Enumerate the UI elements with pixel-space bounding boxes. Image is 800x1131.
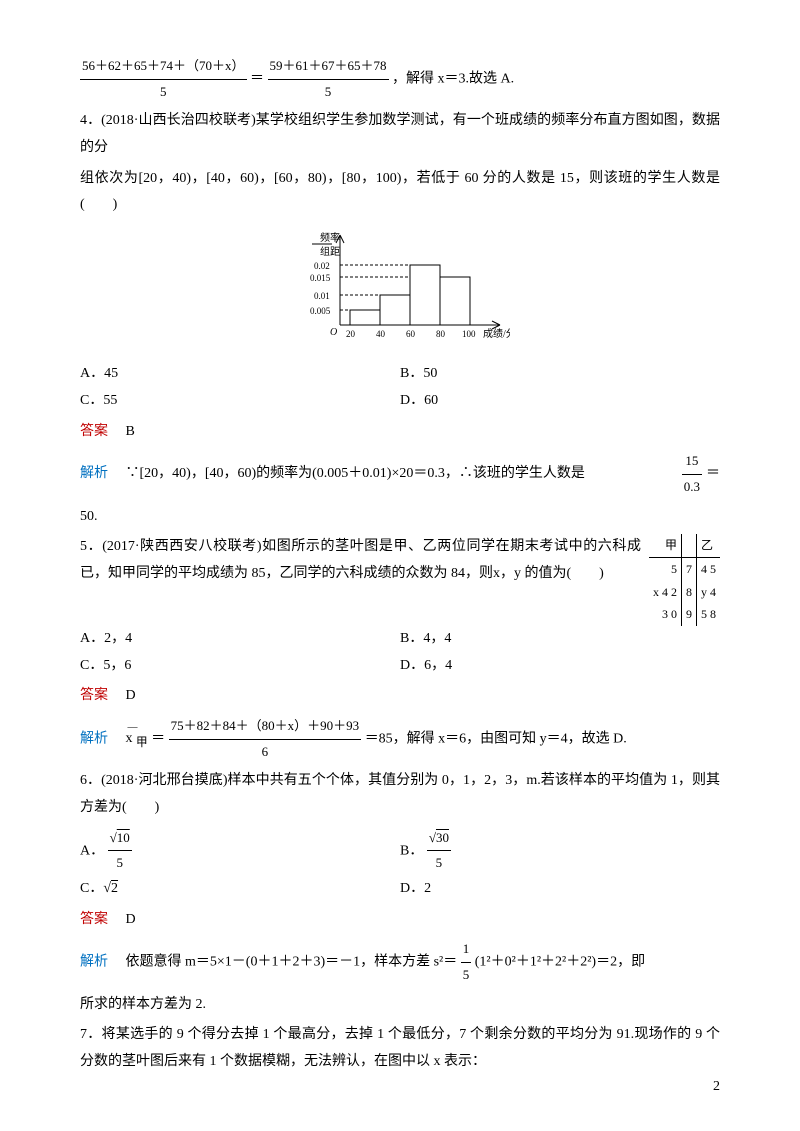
frac-right-num: 59＋61＋67＋65＋78	[268, 54, 389, 80]
q4-opt-a: A．45	[80, 361, 400, 388]
svg-text:100: 100	[462, 329, 476, 339]
svg-text:80: 80	[436, 329, 446, 339]
q5-eq1: ＝	[151, 731, 165, 746]
q6-stem: 6．(2018·河北邢台摸底)样本中共有五个个体，其值分别为 0，1，2，3，m…	[80, 768, 720, 821]
svg-text:0.005: 0.005	[310, 306, 331, 316]
q4-frac-den: 0.3	[682, 475, 702, 500]
q6-opt-d: D．2	[400, 876, 720, 903]
q4-ans-label: 答案	[80, 424, 108, 439]
svg-text:60: 60	[406, 329, 416, 339]
frac-right: 59＋61＋67＋65＋78 5	[268, 54, 389, 104]
sl-head-stem	[682, 534, 697, 557]
sl-head-l: 甲	[649, 534, 682, 557]
q5-options-cd: C．5，6 D．6，4	[80, 653, 720, 680]
q5-options-ab: A．2，4 B．4，4	[80, 626, 720, 653]
q6-options-ab: A． √105 B． √305	[80, 826, 720, 876]
q5-stem: 5．(2017·陕西西安八校联考)如图所示的茎叶图是甲、乙两位同学在期末考试中的…	[80, 534, 720, 587]
frac-left-den: 5	[80, 80, 247, 105]
q5-tail: ＝85，解得 x＝6，由图可知 y＝4，故选 D.	[365, 731, 627, 746]
frac-left-num: 56＋62＋65＋74＋（70＋x）	[80, 54, 247, 80]
q4-exp-label-2: 析	[94, 466, 108, 481]
sl-r2-r: 5 8	[697, 603, 721, 626]
sl-r1-r: y 4	[697, 581, 721, 604]
q4-stem-2: 组依次为[20，40)，[40，60)，[60，80)，[80，100)，若低于…	[80, 166, 720, 219]
svg-text:频率: 频率	[320, 231, 340, 244]
q5-sub: 甲	[136, 736, 148, 749]
q6-exp-b: (1²＋0²＋1²＋2²＋2²)＝2，即	[475, 955, 645, 970]
q6-explain: 解析 依题意得 m＝5×1－(0＋1＋2＋3)＝－1，样本方差 s²＝ 1 5 …	[80, 937, 720, 987]
q4-explain: 解 析 ∵[20，40)，[40，60)的频率为(0.005＋0.01)×20＝…	[80, 449, 720, 499]
svg-text:O: O	[330, 327, 337, 338]
q4-stem-1: 4．(2018·山西长治四校联考)某学校组织学生参加数学测试，有一个班成绩的频率…	[80, 108, 720, 161]
q6-frac-num: 1	[461, 937, 472, 963]
page-container: 56＋62＋65＋74＋（70＋x） 5 ＝ 59＋61＋67＋65＋78 5 …	[0, 0, 800, 1131]
q4-opt-d: D．60	[400, 388, 720, 415]
q4-opt-b: B．50	[400, 361, 720, 388]
sl-r0-l: 5	[649, 557, 682, 580]
q5-exp-label: 解析	[80, 731, 108, 746]
q5-opt-d: D．6，4	[400, 653, 720, 680]
q6-opt-a: A． √105	[80, 826, 400, 876]
q4-exp-tail: 50.	[80, 504, 720, 531]
sl-head-r: 乙	[697, 534, 721, 557]
q6-frac: 1 5	[461, 937, 472, 987]
q6-opt-b: B． √305	[400, 826, 720, 876]
q5-frac-den: 6	[169, 740, 362, 765]
q5-opt-c: C．5，6	[80, 653, 400, 680]
q5-explain: 解析 —x 甲 ＝ 75＋82＋84＋（80＋x）＋90＋93 6 ＝85，解得…	[80, 714, 720, 764]
q4-options-ab: A．45 B．50	[80, 361, 720, 388]
stem-leaf-diagram: 甲乙 574 5 x 4 28y 4 3 095 8	[649, 534, 720, 626]
q6-answer: 答案 D	[80, 907, 720, 934]
q6-ans-label: 答案	[80, 912, 108, 927]
q5-answer: 答案 D	[80, 683, 720, 710]
sl-r0-r: 4 5	[697, 557, 721, 580]
top-equation: 56＋62＋65＋74＋（70＋x） 5 ＝ 59＋61＋67＋65＋78 5 …	[80, 54, 720, 104]
q4-frac-num: 15	[682, 449, 702, 475]
sl-r2-l: 3 0	[649, 603, 682, 626]
q5-frac: 75＋82＋84＋（80＋x）＋90＋93 6	[169, 714, 362, 764]
q5-ans-label: 答案	[80, 688, 108, 703]
q4-exp-label: 解	[80, 461, 94, 488]
q4-opt-c: C．55	[80, 388, 400, 415]
sl-r2-s: 9	[682, 603, 697, 626]
q7-stem: 7．将某选手的 9 个得分去掉 1 个最高分，去掉 1 个最低分，7 个剩余分数…	[80, 1022, 720, 1075]
sl-r1-s: 8	[682, 581, 697, 604]
q4-eq: ＝	[706, 461, 720, 488]
q6-opt-c: C．√2	[80, 876, 400, 903]
q4-ans-val: B	[126, 424, 135, 439]
q5-frac-num: 75＋82＋84＋（80＋x）＋90＋93	[169, 714, 362, 740]
q5-ans-val: D	[126, 688, 136, 703]
histogram: 频率 组距 0.02 0.015 0.01 0.005 O 20 40 60 8…	[80, 225, 720, 356]
q6-frac-den: 5	[461, 963, 472, 988]
frac-left: 56＋62＋65＋74＋（70＋x） 5	[80, 54, 247, 104]
q4-options-cd: C．55 D．60	[80, 388, 720, 415]
top-eq-tail: ，解得 x＝3.故选 A.	[392, 71, 514, 86]
svg-text:0.01: 0.01	[314, 291, 330, 301]
q5-opt-a: A．2，4	[80, 626, 400, 653]
q4-answer: 答案 B	[80, 419, 720, 446]
q6-ans-val: D	[126, 912, 136, 927]
svg-text:0.015: 0.015	[310, 273, 331, 283]
q4-exp-text: ∵[20，40)，[40，60)的频率为(0.005＋0.01)×20＝0.3，…	[126, 466, 585, 481]
frac-right-den: 5	[268, 80, 389, 105]
q4-exp-frac: 15 0.3	[682, 449, 702, 499]
sl-r1-l: x 4 2	[649, 581, 682, 604]
q6-options-cd: C．√2 D．2	[80, 876, 720, 903]
svg-text:组距: 组距	[320, 245, 340, 258]
q5-block: 甲乙 574 5 x 4 28y 4 3 095 8 5．(2017·陕西西安八…	[80, 534, 720, 626]
q6-exp-a: 依题意得 m＝5×1－(0＋1＋2＋3)＝－1，样本方差 s²＝	[126, 955, 458, 970]
sl-r0-s: 7	[682, 557, 697, 580]
page-number: 2	[713, 1074, 720, 1101]
histogram-svg: 频率 组距 0.02 0.015 0.01 0.005 O 20 40 60 8…	[290, 225, 510, 345]
svg-text:成绩/分: 成绩/分	[483, 327, 510, 340]
q6-exp-label: 解析	[80, 955, 108, 970]
svg-text:20: 20	[346, 329, 356, 339]
svg-text:0.02: 0.02	[314, 261, 330, 271]
q5-opt-b: B．4，4	[400, 626, 720, 653]
q6-exp-tail: 所求的样本方差为 2.	[80, 992, 720, 1019]
svg-text:40: 40	[376, 329, 386, 339]
